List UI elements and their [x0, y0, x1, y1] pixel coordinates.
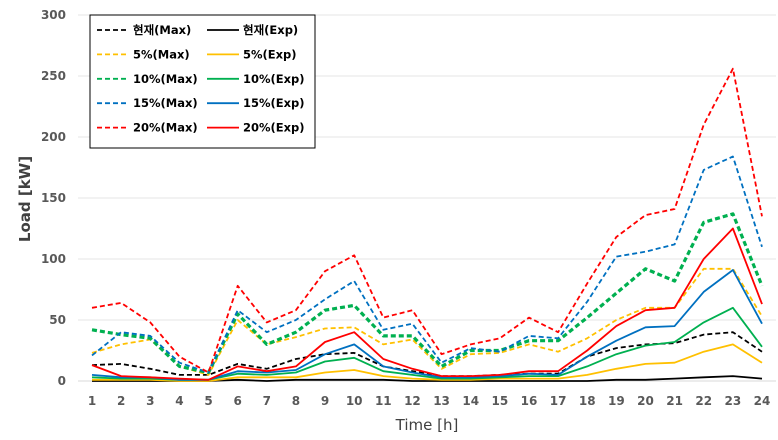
legend-label: 5%(Exp): [243, 47, 297, 61]
y-tick-label: 0: [58, 374, 66, 388]
x-tick-label: 8: [292, 394, 300, 408]
legend-label: 20%(Max): [133, 121, 198, 135]
y-tick-label: 50: [49, 313, 66, 327]
legend-label: 현재(Max): [133, 23, 191, 37]
x-tick-label: 22: [695, 394, 712, 408]
x-tick-label: 18: [579, 394, 596, 408]
series-line-3-exp: [92, 343, 763, 382]
y-tick-label: 150: [41, 191, 66, 205]
x-tick-label: 14: [462, 394, 479, 408]
x-tick-label: 9: [321, 394, 329, 408]
x-tick-label: 23: [725, 394, 742, 408]
legend-label: 10%(Max): [133, 72, 198, 86]
series-line-0-max: [91, 331, 763, 378]
x-tick-label: 10: [346, 394, 363, 408]
legend-label: 5%(Max): [133, 47, 190, 61]
series-line-2-max: [91, 267, 763, 376]
legend-label: 현재(Exp): [243, 23, 298, 37]
series-line-4-max: [91, 212, 764, 375]
x-tick-label: 15: [491, 394, 508, 408]
legend-label: 15%(Exp): [243, 96, 305, 110]
series-line-6-max: [91, 155, 763, 374]
x-tick-label: 11: [375, 394, 392, 408]
x-tick-labels: 1 2 3 4 5 6 7 8 9 10 11 12 13 14 15 16 17 18 19 20 21 22 23 24: [88, 394, 771, 408]
x-tick-label: 20: [637, 394, 654, 408]
x-tick-label: 19: [608, 394, 625, 408]
series-lines: [91, 67, 764, 382]
x-tick-label: 3: [146, 394, 154, 408]
series-line-9-exp: [91, 227, 763, 381]
legend-label: 20%(Exp): [243, 121, 305, 135]
x-tick-label: 7: [263, 394, 271, 408]
y-tick-label: 250: [41, 69, 66, 83]
x-tick-label: 1: [88, 394, 96, 408]
x-tick-label: 4: [175, 394, 183, 408]
y-tick-labels: 0 50 100 150 200 250 300: [41, 8, 66, 388]
x-tick-label: 16: [521, 394, 538, 408]
x-tick-label: 2: [117, 394, 125, 408]
x-tick-label: 24: [754, 394, 771, 408]
x-tick-label: 5: [204, 394, 212, 408]
y-tick-label: 200: [41, 130, 66, 144]
legend: 현재(Max) 현재(Exp) 5%(Max) 5%(Exp) 10%(Max) 10%(…: [89, 14, 316, 149]
x-tick-label: 13: [433, 394, 450, 408]
x-tick-label: 21: [666, 394, 683, 408]
legend-label: 10%(Exp): [243, 72, 305, 86]
x-axis-title: Time [h]: [395, 416, 459, 434]
x-tick-label: 17: [550, 394, 567, 408]
series-line-8-max: [91, 67, 763, 374]
legend-box: [89, 14, 316, 149]
legend-label: 15%(Max): [133, 96, 198, 110]
y-tick-label: 100: [41, 252, 66, 266]
x-tick-label: 12: [404, 394, 421, 408]
y-tick-label: 300: [41, 8, 66, 22]
y-axis-title: Load [kW]: [16, 156, 34, 242]
x-tick-label: 6: [233, 394, 241, 408]
